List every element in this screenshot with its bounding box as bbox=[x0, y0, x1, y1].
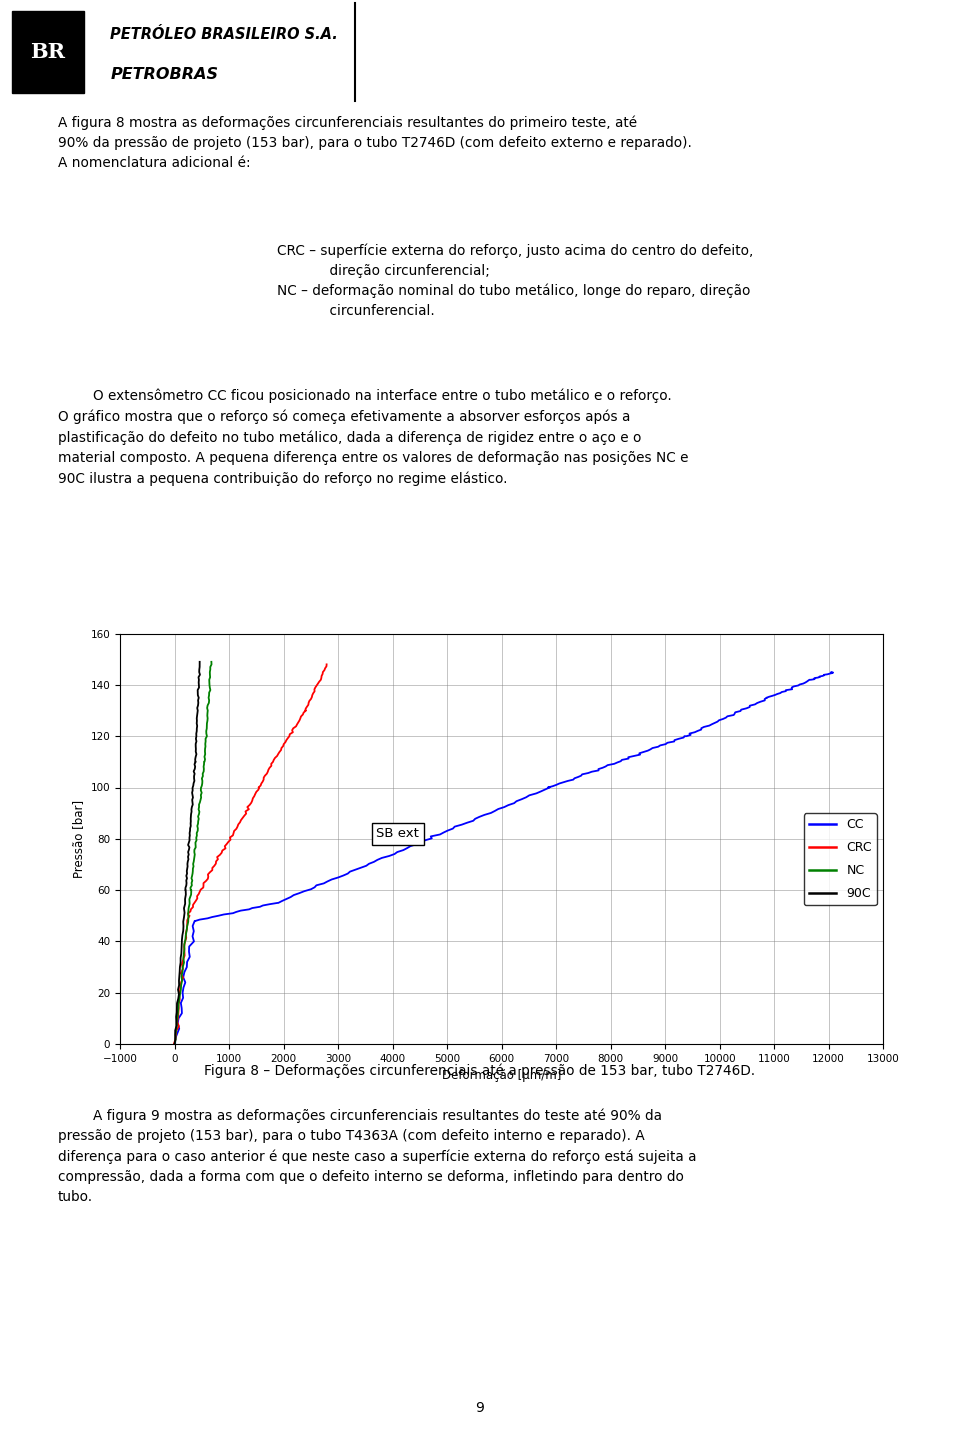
90C bbox=[186, 798, 198, 815]
90C bbox=[190, 747, 202, 765]
90C bbox=[192, 704, 204, 721]
CRC bbox=[168, 1035, 180, 1053]
Text: Figura 8 – Deformações circunferenciais até a pressão de 153 bar, tubo T2746D.: Figura 8 – Deformações circunferenciais … bbox=[204, 1063, 756, 1079]
CRC bbox=[317, 665, 328, 683]
Line: 90C: 90C bbox=[175, 662, 200, 1044]
CRC bbox=[235, 812, 247, 829]
NC bbox=[202, 704, 213, 721]
Legend: CC, CRC, NC, 90C: CC, CRC, NC, 90C bbox=[804, 814, 876, 906]
90C bbox=[194, 654, 205, 671]
CRC bbox=[273, 746, 284, 763]
CC bbox=[586, 763, 597, 780]
Text: CRC – superfície externa do reforço, justo acima do centro do defeito,
         : CRC – superfície externa do reforço, jus… bbox=[277, 243, 754, 318]
CC bbox=[169, 1035, 180, 1053]
90C bbox=[192, 681, 204, 698]
90C bbox=[193, 694, 204, 711]
CC bbox=[642, 742, 654, 759]
Y-axis label: Pressão [bar]: Pressão [bar] bbox=[72, 799, 85, 878]
90C bbox=[169, 1035, 180, 1053]
Text: O extensômetro CC ficou posicionado na interface entre o tubo metálico e o refor: O extensômetro CC ficou posicionado na i… bbox=[58, 389, 688, 485]
NC bbox=[172, 1008, 183, 1025]
NC bbox=[193, 798, 204, 815]
NC bbox=[169, 1035, 180, 1053]
Line: NC: NC bbox=[175, 662, 211, 1044]
Text: PETRÓLEO BRASILEIRO S.A.: PETRÓLEO BRASILEIRO S.A. bbox=[110, 27, 338, 42]
Line: CC: CC bbox=[175, 672, 833, 1044]
CC bbox=[678, 729, 689, 746]
Text: A figura 9 mostra as deformações circunferenciais resultantes do teste até 90% d: A figura 9 mostra as deformações circunf… bbox=[58, 1109, 696, 1204]
CC bbox=[800, 674, 811, 691]
Text: 9: 9 bbox=[475, 1401, 485, 1414]
NC bbox=[204, 694, 215, 711]
CC bbox=[629, 747, 640, 765]
Text: A figura 8 mostra as deformações circunferenciais resultantes do primeiro teste,: A figura 8 mostra as deformações circunf… bbox=[58, 115, 691, 170]
CC bbox=[826, 664, 837, 681]
Text: BR: BR bbox=[31, 42, 65, 62]
X-axis label: Deformação [μm/m]: Deformação [μm/m] bbox=[442, 1070, 562, 1083]
CRC bbox=[307, 684, 319, 701]
90C bbox=[170, 1008, 181, 1025]
NC bbox=[199, 747, 210, 765]
CC bbox=[194, 912, 205, 929]
NC bbox=[204, 681, 216, 698]
CRC bbox=[306, 688, 318, 706]
CRC bbox=[321, 655, 332, 672]
Line: CRC: CRC bbox=[174, 664, 326, 1044]
Bar bbox=[12, 10, 84, 94]
Text: PETROBRAS: PETROBRAS bbox=[110, 66, 219, 82]
NC bbox=[205, 654, 217, 671]
Text: SB ext: SB ext bbox=[376, 827, 420, 840]
CRC bbox=[300, 701, 312, 719]
